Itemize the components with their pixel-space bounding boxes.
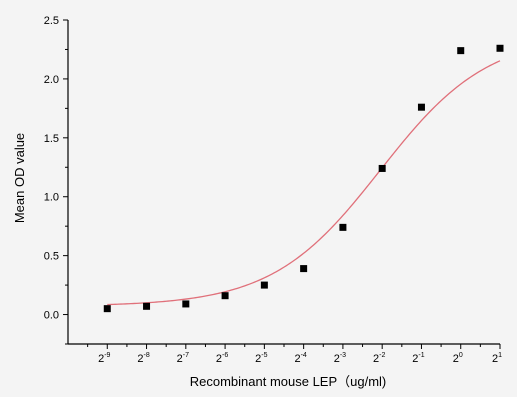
x-tick-label: 2-2 <box>373 352 385 365</box>
x-tick-label: 21 <box>492 352 502 365</box>
y-tick-label: 1.5 <box>44 133 59 145</box>
x-tick-label: 2-6 <box>216 352 228 365</box>
y-axis: 0.0 0.5 1.0 1.5 2.0 2.5 <box>44 15 69 345</box>
y-tick-label: 0.0 <box>44 310 59 322</box>
data-point <box>417 103 425 111</box>
y-axis-title: Mean OD value <box>12 133 27 223</box>
data-point <box>300 265 308 273</box>
x-axis-title: Recombinant mouse LEP（ug/ml) <box>190 374 387 389</box>
data-point <box>457 47 465 55</box>
x-tick-label: 20 <box>453 352 463 365</box>
x-tick-label: 2-4 <box>294 352 306 365</box>
fit-curve <box>107 60 501 306</box>
y-tick-label: 2.0 <box>44 74 59 86</box>
x-tick-label: 2-7 <box>177 352 189 365</box>
data-point <box>182 300 190 308</box>
y-tick-label: 0.5 <box>44 251 59 263</box>
x-tick-label: 2-5 <box>255 352 267 365</box>
x-tick-label: 2-8 <box>137 352 149 365</box>
data-point <box>260 281 268 289</box>
data-point <box>143 302 151 310</box>
y-tick-label: 1.0 <box>44 192 59 204</box>
data-point <box>221 292 229 300</box>
x-axis: 2-9 2-8 2-7 2-6 2-5 2-4 2-3 2-2 2-1 20 21 <box>68 343 502 365</box>
data-point <box>378 164 386 172</box>
x-tick-label: 2-9 <box>98 352 110 365</box>
data-points <box>103 44 504 313</box>
data-point <box>339 223 347 231</box>
x-tick-label: 2-1 <box>412 352 424 365</box>
data-point <box>496 44 504 52</box>
y-tick-label: 2.5 <box>44 15 59 27</box>
x-tick-label: 2-3 <box>334 352 346 365</box>
data-point <box>103 305 111 313</box>
